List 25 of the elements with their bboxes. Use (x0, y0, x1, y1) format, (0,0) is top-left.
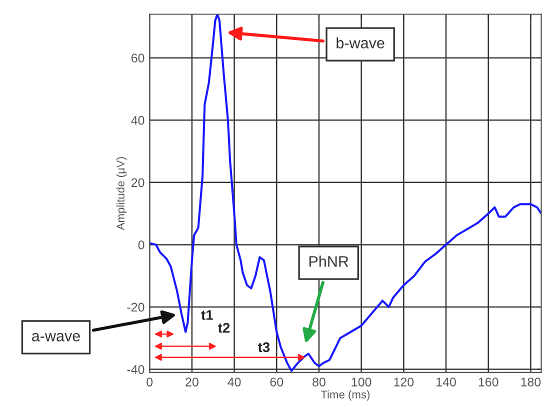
x-tick-label: 20 (186, 378, 198, 386)
y-tick-label: 40 (131, 116, 144, 125)
x-tick-label: 120 (394, 378, 414, 386)
annotation: t2 (218, 322, 230, 333)
x-tick-label: 60 (270, 378, 284, 386)
text: a-wave (32, 333, 80, 342)
x-tick-label: 0 (146, 378, 153, 386)
x-axis-title: Time (ms) (320, 390, 370, 401)
annotation: t3 (258, 342, 270, 352)
x-tick-label: 40 (228, 378, 241, 386)
line-series (150, 14, 542, 372)
annotation: PhNR (309, 256, 348, 267)
y-tick-label: 0 (138, 240, 144, 250)
x-tick-label: 160 (478, 378, 498, 386)
x-tick-label: 100 (352, 378, 372, 386)
x-tick-label: 180 (521, 378, 541, 386)
y-tick-label: -40 (127, 365, 144, 374)
x-tick-label: 140 (436, 378, 456, 386)
y-tick-label: -20 (127, 302, 144, 312)
annotation: t1 (201, 310, 213, 320)
y-tick-label: 60 (131, 54, 144, 62)
annotation: b-wave (336, 37, 384, 48)
y-axis-title: Amplitude (µV) (116, 157, 127, 230)
x-tick-label: 80 (312, 378, 326, 386)
y-tick-label: 20 (131, 178, 144, 188)
